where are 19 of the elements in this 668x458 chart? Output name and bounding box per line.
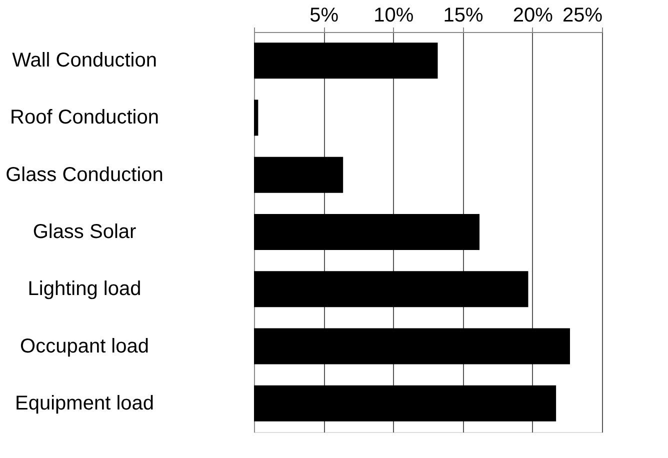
- x-tick-label: 25%: [562, 4, 603, 26]
- x-tick-label: 5%: [310, 4, 339, 26]
- y-tick-label: Lighting load: [28, 278, 142, 300]
- bar: [254, 156, 344, 193]
- bar: [254, 214, 480, 250]
- x-tick-label: 15%: [443, 4, 484, 26]
- bar: [254, 385, 556, 422]
- bar: [254, 271, 528, 308]
- y-tick-label: Occupant load: [20, 335, 149, 358]
- bar: [254, 328, 570, 364]
- bar: [254, 100, 258, 136]
- y-tick-label: Equipment load: [15, 392, 154, 414]
- y-tick-label: Roof Conduction: [10, 106, 159, 129]
- bar: [254, 42, 438, 79]
- y-tick-label: Wall Conduction: [12, 50, 157, 72]
- y-tick-label: Glass Solar: [32, 221, 137, 243]
- y-tick-label: Glass Conduction: [6, 164, 164, 186]
- x-tick-label: 20%: [512, 4, 554, 26]
- x-tick-label: 10%: [374, 4, 414, 26]
